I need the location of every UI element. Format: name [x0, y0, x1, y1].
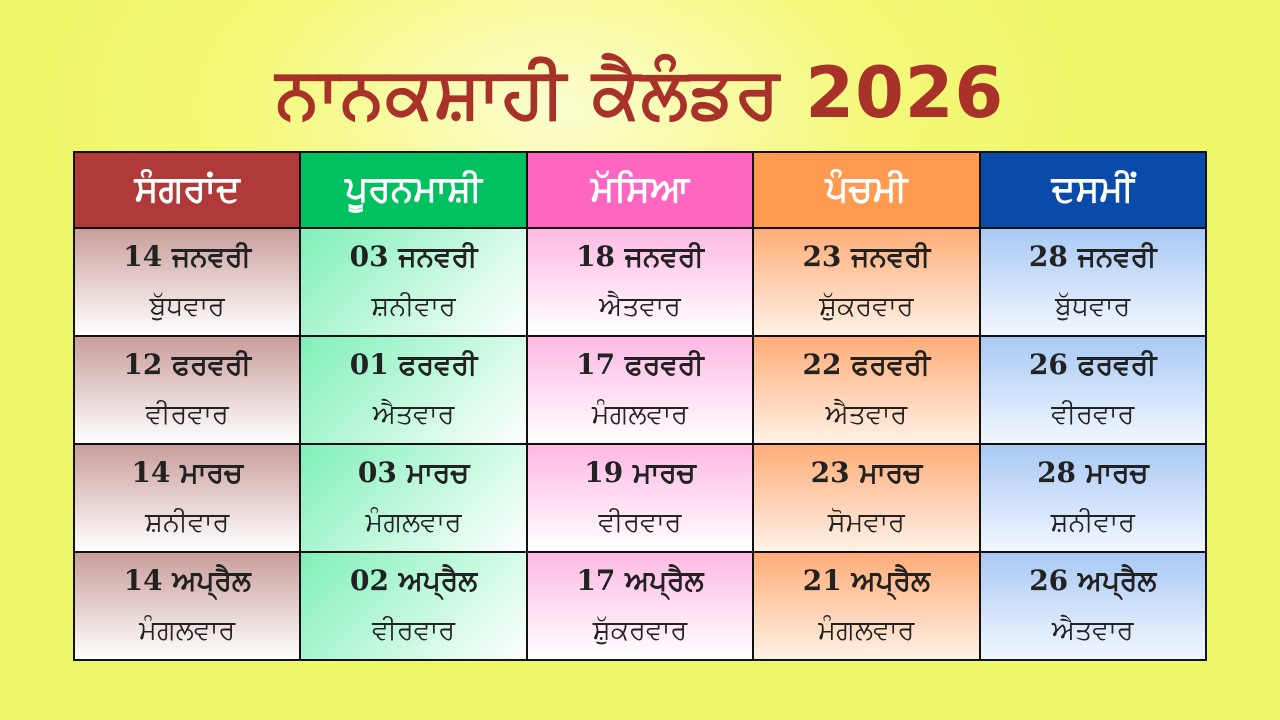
table-cell: 21 ਅਪ੍ਰੈਲ ਮੰਗਲਵਾਰ — [752, 551, 981, 661]
table-cell: 23 ਮਾਰਚ ਸੋਮਵਾਰ — [752, 443, 981, 553]
cell-weekday: ਮੰਗਲਵਾਰ — [591, 399, 689, 430]
table-cell: 14 ਅਪ੍ਰੈਲ ਮੰਗਲਵਾਰ — [72, 551, 302, 661]
cell-date: 22 ਫਰਵਰੀ — [802, 348, 931, 381]
cell-weekday: ਸ਼ੁੱਕਰਵਾਰ — [592, 615, 688, 646]
table-cell: 17 ਫਰਵਰੀ ਮੰਗਲਵਾਰ — [525, 335, 755, 445]
cell-date: 18 ਜਨਵਰੀ — [576, 240, 704, 273]
cell-weekday: ਸ਼ਨੀਵਾਰ — [145, 507, 230, 538]
table-body: 14 ਜਨਵਰੀ ਬੁੱਧਵਾਰ 03 ਜਨਵਰੀ ਸ਼ਨੀਵਾਰ 18 ਜਨਵਰੀ ਐਤ… — [72, 227, 1208, 661]
cell-weekday: ਵੀਰਵਾਰ — [598, 507, 682, 538]
column-header: ਪੰਚਮੀ — [752, 151, 981, 229]
cell-weekday: ਮੰਗਲਵਾਰ — [139, 615, 236, 646]
table-cell: 22 ਫਰਵਰੀ ਐਤਵਾਰ — [752, 335, 981, 445]
cell-date: 17 ਅਪ੍ਰੈਲ — [576, 564, 704, 597]
table-row: 14 ਜਨਵਰੀ ਬੁੱਧਵਾਰ 03 ਜਨਵਰੀ ਸ਼ਨੀਵਾਰ 18 ਜਨਵਰੀ ਐਤ… — [72, 227, 1208, 337]
cell-date: 26 ਅਪ੍ਰੈਲ — [1029, 564, 1157, 597]
table-cell: 14 ਜਨਵਰੀ ਬੁੱਧਵਾਰ — [72, 227, 302, 337]
cell-weekday: ਮੰਗਲਵਾਰ — [818, 615, 915, 646]
cell-weekday: ਐਤਵਾਰ — [1051, 615, 1134, 646]
table-cell: 12 ਫਰਵਰੀ ਵੀਰਵਾਰ — [72, 335, 302, 445]
column-header: ਮੱਸਿਆ — [525, 151, 755, 229]
table-cell: 28 ਜਨਵਰੀ ਬੁੱਧਵਾਰ — [978, 227, 1208, 337]
calendar-table: ਸੰਗਰਾਂਦ ਪੂਰਨਮਾਸ਼ੀ ਮੱਸਿਆ ਪੰਚਮੀ ਦਸਮੀਂ 14 ਜਨਵਰੀ… — [72, 151, 1208, 661]
table-cell: 14 ਮਾਰਚ ਸ਼ਨੀਵਾਰ — [72, 443, 302, 553]
cell-weekday: ਐਤਵਾਰ — [825, 399, 908, 430]
header-row: ਸੰਗਰਾਂਦ ਪੂਰਨਮਾਸ਼ੀ ਮੱਸਿਆ ਪੰਚਮੀ ਦਸਮੀਂ — [72, 151, 1208, 229]
cell-date: 01 ਫਰਵਰੀ — [349, 348, 478, 381]
page-title: ਨਾਨਕਸ਼ਾਹੀ ਕੈਲੰਡਰ 2026 — [275, 52, 1005, 134]
table-row: 14 ਅਪ੍ਰੈਲ ਮੰਗਲਵਾਰ 02 ਅਪ੍ਰੈਲ ਵੀਰਵਾਰ 17 ਅਪ੍ਰੈਲ… — [72, 551, 1208, 661]
cell-date: 17 ਫਰਵਰੀ — [576, 348, 704, 381]
cell-date: 19 ਮਾਰਚ — [584, 456, 696, 489]
table-cell: 28 ਮਾਰਚ ਸ਼ਨੀਵਾਰ — [978, 443, 1208, 553]
cell-weekday: ਸ਼ੁੱਕਰਵਾਰ — [819, 291, 914, 322]
cell-weekday: ਬੁੱਧਵਾਰ — [149, 291, 225, 322]
cell-weekday: ਐਤਵਾਰ — [372, 399, 455, 430]
table-row: 14 ਮਾਰਚ ਸ਼ਨੀਵਾਰ 03 ਮਾਰਚ ਮੰਗਲਵਾਰ 19 ਮਾਰਚ ਵੀਰਵਾ… — [72, 443, 1208, 553]
column-header: ਦਸਮੀਂ — [978, 151, 1208, 229]
cell-weekday: ਵੀਰਵਾਰ — [145, 399, 229, 430]
table-cell: 26 ਅਪ੍ਰੈਲ ਐਤਵਾਰ — [978, 551, 1208, 661]
cell-weekday: ਵੀਰਵਾਰ — [372, 615, 456, 646]
cell-date: 14 ਜਨਵਰੀ — [123, 240, 252, 273]
cell-weekday: ਸੋਮਵਾਰ — [827, 507, 905, 538]
table-cell: 01 ਫਰਵਰੀ ਐਤਵਾਰ — [299, 335, 528, 445]
cell-date: 03 ਮਾਰਚ — [357, 456, 470, 489]
table-cell: 18 ਜਨਵਰੀ ਐਤਵਾਰ — [525, 227, 755, 337]
cell-date: 28 ਮਾਰਚ — [1037, 456, 1149, 489]
cell-weekday: ਐਤਵਾਰ — [599, 291, 681, 322]
cell-date: 26 ਫਰਵਰੀ — [1028, 348, 1157, 381]
cell-weekday: ਬੁੱਧਵਾਰ — [1055, 291, 1131, 322]
cell-weekday: ਵੀਰਵਾਰ — [1051, 399, 1135, 430]
table-cell: 03 ਮਾਰਚ ਮੰਗਲਵਾਰ — [299, 443, 528, 553]
cell-date: 23 ਜਨਵਰੀ — [802, 240, 931, 273]
cell-date: 02 ਅਪ੍ਰੈਲ — [350, 564, 478, 597]
cell-weekday: ਸ਼ਨੀਵਾਰ — [371, 291, 456, 322]
cell-weekday: ਸ਼ਨੀਵਾਰ — [1050, 507, 1135, 538]
cell-date: 14 ਮਾਰਚ — [131, 456, 243, 489]
table-cell: 23 ਜਨਵਰੀ ਸ਼ੁੱਕਰਵਾਰ — [752, 227, 981, 337]
cell-date: 12 ਫਰਵਰੀ — [123, 348, 252, 381]
cell-date: 21 ਅਪ੍ਰੈਲ — [802, 564, 930, 597]
cell-weekday: ਮੰਗਲਵਾਰ — [365, 507, 462, 538]
cell-date: 14 ਅਪ੍ਰੈਲ — [123, 564, 251, 597]
cell-date: 23 ਮਾਰਚ — [810, 456, 923, 489]
table-cell: 26 ਫਰਵਰੀ ਵੀਰਵਾਰ — [978, 335, 1208, 445]
cell-date: 03 ਜਨਵਰੀ — [349, 240, 478, 273]
cell-date: 28 ਜਨਵਰੀ — [1028, 240, 1157, 273]
column-header: ਸੰਗਰਾਂਦ — [72, 151, 302, 229]
table-cell: 19 ਮਾਰਚ ਵੀਰਵਾਰ — [525, 443, 755, 553]
table-row: 12 ਫਰਵਰੀ ਵੀਰਵਾਰ 01 ਫਰਵਰੀ ਐਤਵਾਰ 17 ਫਰਵਰੀ ਮੰਗਲਵ… — [72, 335, 1208, 445]
table-cell: 17 ਅਪ੍ਰੈਲ ਸ਼ੁੱਕਰਵਾਰ — [525, 551, 755, 661]
table-cell: 02 ਅਪ੍ਰੈਲ ਵੀਰਵਾਰ — [299, 551, 528, 661]
table-cell: 03 ਜਨਵਰੀ ਸ਼ਨੀਵਾਰ — [299, 227, 528, 337]
column-header: ਪੂਰਨਮਾਸ਼ੀ — [299, 151, 528, 229]
